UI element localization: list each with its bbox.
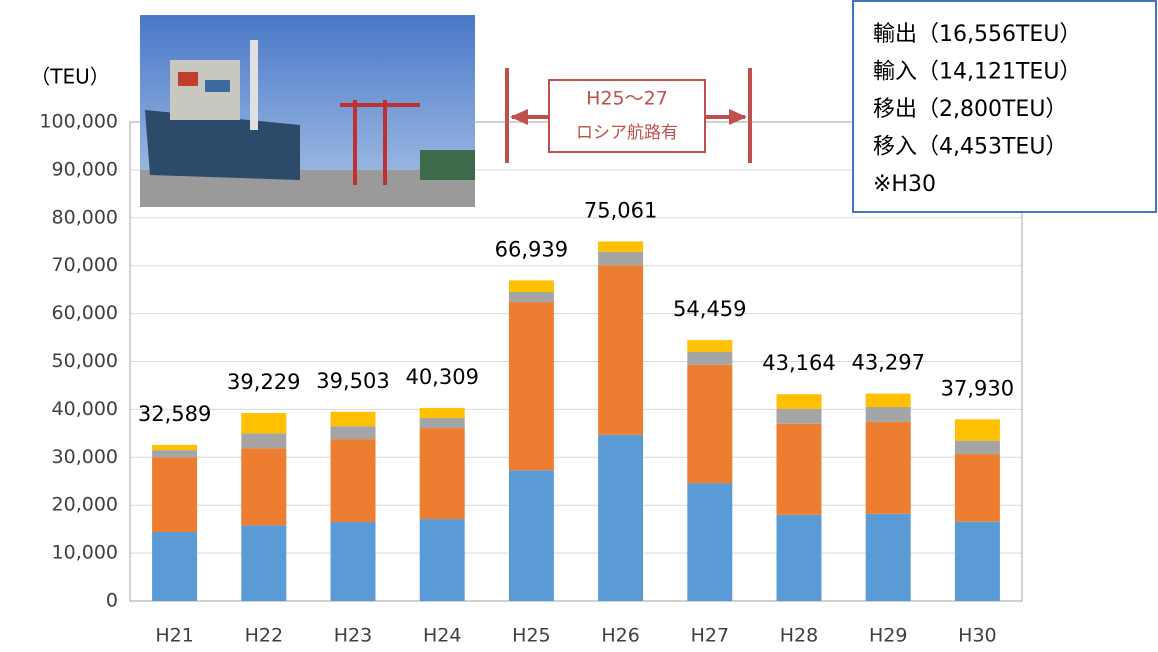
bar-segment: [241, 433, 286, 448]
bar-segment: [777, 515, 822, 601]
bar-segment: [866, 514, 911, 601]
note-line: 移入（4,453TEU）: [873, 135, 1067, 160]
bar-segment: [241, 413, 286, 433]
y-tick-label: 20,000: [52, 494, 118, 516]
y-tick-label: 80,000: [52, 206, 118, 228]
bar-segment: [955, 441, 1000, 454]
bar-segment: [331, 522, 376, 601]
total-label: 75,061: [584, 198, 657, 222]
x-tick-label: H30: [958, 625, 996, 647]
bar-segment: [509, 280, 554, 292]
y-tick-label: 10,000: [52, 542, 118, 564]
bar-segment: [420, 428, 465, 519]
bar-segment: [687, 352, 732, 365]
bar-segment: [598, 265, 643, 435]
total-label: 32,589: [138, 402, 211, 426]
y-tick-label: 30,000: [52, 446, 118, 468]
x-tick-label: H25: [512, 625, 550, 647]
bar-segment: [420, 519, 465, 601]
total-label: 54,459: [673, 297, 746, 321]
bar-segment: [777, 424, 822, 515]
bar-segment: [331, 412, 376, 426]
bracket-label: H25～27: [586, 88, 668, 110]
x-tick-label: H22: [245, 625, 283, 647]
total-label: 66,939: [495, 237, 568, 261]
x-tick-label: H26: [601, 625, 639, 647]
y-tick-label: 40,000: [52, 398, 118, 420]
note-line: 移出（2,800TEU）: [873, 97, 1067, 122]
chart: （TEU） H25～27 ロシア航路有 輸出（16,556TEU） 輸入（14,1…: [0, 0, 1158, 652]
total-label: 43,164: [762, 351, 835, 375]
bar-segment: [331, 439, 376, 522]
y-axis-label: （TEU）: [30, 65, 110, 89]
total-label: 40,309: [405, 365, 478, 389]
bar-segment: [152, 445, 197, 450]
bar-segment: [777, 394, 822, 409]
bar-segment: [866, 394, 911, 407]
y-tick-label: 90,000: [52, 158, 118, 180]
x-tick-label: H28: [780, 625, 818, 647]
bar-segment: [777, 409, 822, 424]
bar-segment: [598, 241, 643, 251]
x-tick-label: H24: [423, 625, 461, 647]
bar-segment: [955, 454, 1000, 522]
bar-segment: [152, 532, 197, 601]
x-tick-label: H23: [334, 625, 372, 647]
y-tick-label: 70,000: [52, 254, 118, 276]
x-tick-label: H27: [691, 625, 729, 647]
bar-segment: [241, 448, 286, 525]
note-line: 輸入（14,121TEU）: [873, 60, 1081, 85]
bar-segment: [955, 419, 1000, 440]
bar-segment: [866, 407, 911, 422]
bar-segment: [152, 450, 197, 457]
bar-segment: [866, 422, 911, 514]
total-label: 43,297: [851, 351, 924, 375]
y-tick-label: 0: [106, 590, 118, 612]
bar-segment: [687, 340, 732, 352]
bracket-label: ロシア航路有: [576, 123, 678, 143]
bar-segment: [331, 426, 376, 439]
bar-segment: [241, 525, 286, 601]
bar-segment: [687, 365, 732, 483]
y-tick-label: 50,000: [52, 350, 118, 372]
bar-segment: [598, 435, 643, 601]
y-tick-label: 60,000: [52, 302, 118, 324]
bar-segment: [509, 470, 554, 601]
total-label: 37,930: [941, 376, 1014, 400]
y-tick-label: 100,000: [39, 111, 118, 133]
x-tick-label: H21: [155, 625, 193, 647]
x-tick-label: H29: [869, 625, 907, 647]
note-line: 輸出（16,556TEU）: [873, 22, 1081, 47]
bar-segment: [955, 522, 1000, 601]
bar-segment: [509, 302, 554, 470]
bar-segment: [152, 457, 197, 532]
bar-segment: [420, 408, 465, 418]
bar-segment: [687, 483, 732, 601]
photo: [140, 15, 475, 207]
bar-segment: [598, 252, 643, 265]
total-label: 39,503: [316, 369, 389, 393]
bar-segment: [509, 292, 554, 302]
note-line: ※H30: [873, 172, 936, 197]
bar-segment: [420, 418, 465, 428]
total-label: 39,229: [227, 370, 300, 394]
